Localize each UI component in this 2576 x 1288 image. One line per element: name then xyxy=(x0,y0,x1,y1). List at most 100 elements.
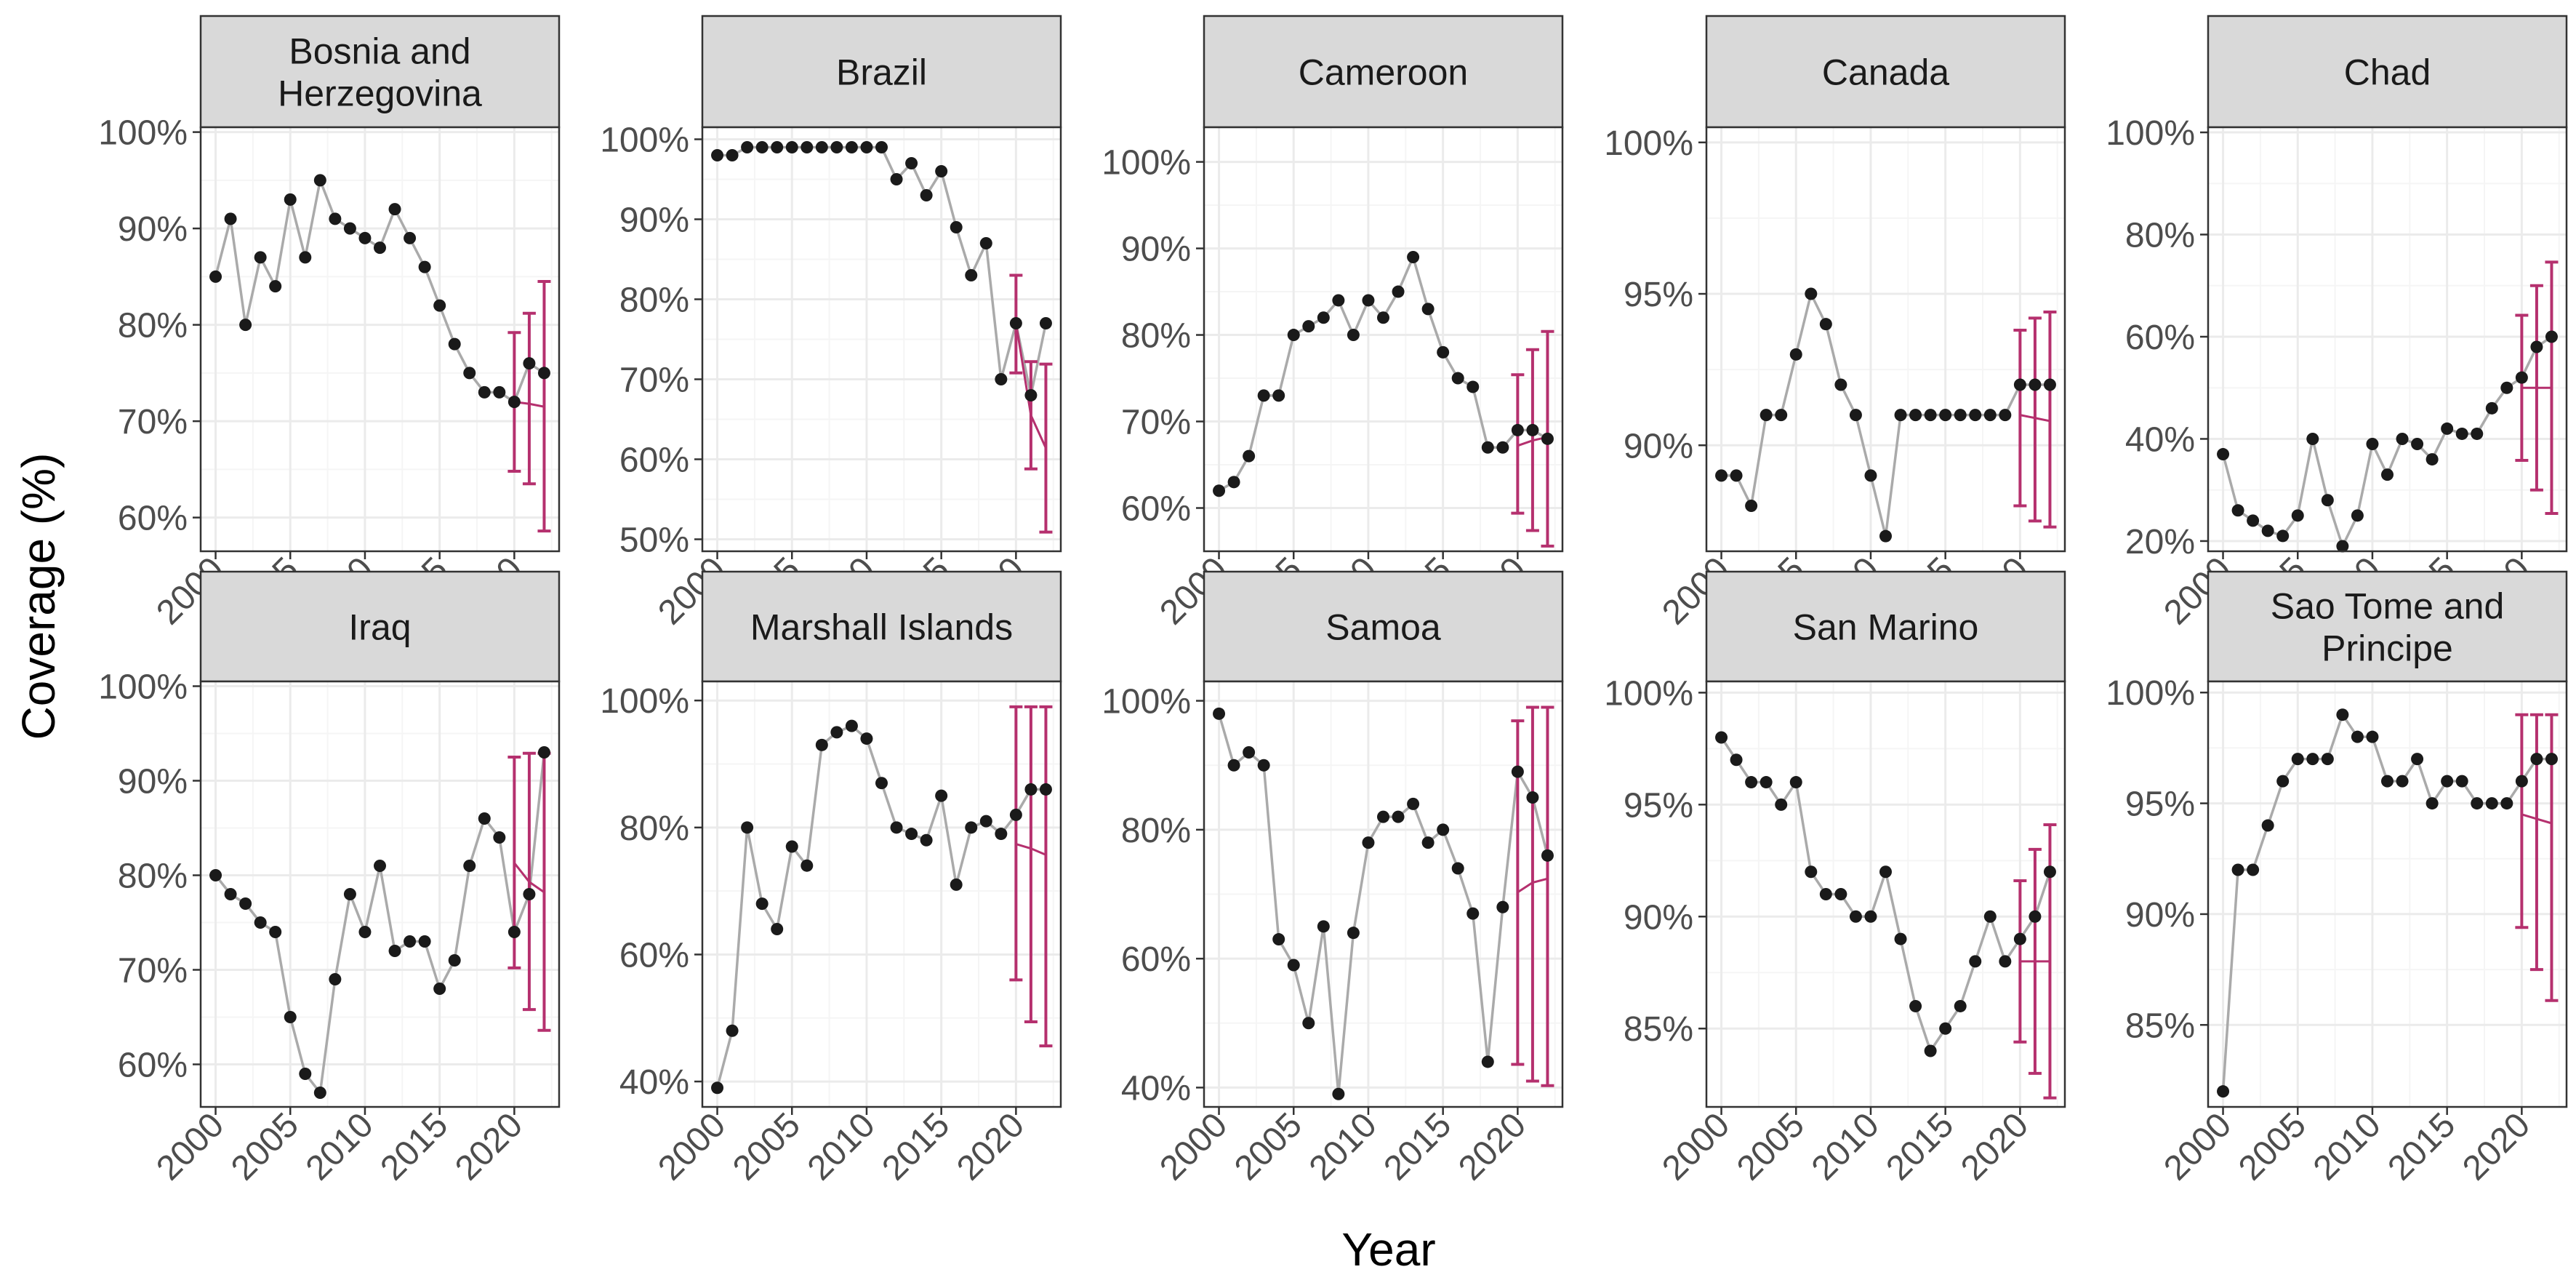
data-point xyxy=(860,732,873,745)
y-tick-label: 100% xyxy=(2106,674,2195,713)
panel-border xyxy=(199,126,561,553)
data-point xyxy=(1347,927,1360,940)
y-tick-label: 85% xyxy=(1624,1010,1693,1049)
projection-error-bar xyxy=(2028,847,2042,1075)
y-tick-label: 50% xyxy=(619,521,689,560)
data-point xyxy=(1864,469,1877,482)
y-tick-label: 95% xyxy=(1624,786,1693,825)
data-point xyxy=(2336,540,2349,553)
facet-strip xyxy=(199,15,561,129)
data-point xyxy=(1392,810,1405,823)
facet-title: Chad xyxy=(2344,52,2431,93)
plot-background xyxy=(201,127,559,551)
data-point xyxy=(2351,509,2364,522)
data-point xyxy=(741,141,754,153)
data-point xyxy=(209,869,222,881)
data-point xyxy=(284,193,297,206)
data-point xyxy=(2231,504,2244,517)
data-point xyxy=(1999,409,2012,422)
projection-error-bar xyxy=(1525,348,1539,532)
x-tick-label: 2020 xyxy=(448,1105,530,1188)
data-point xyxy=(448,337,461,351)
data-point xyxy=(830,726,843,739)
y-tick-label: 60% xyxy=(619,441,689,480)
x-tick-label: 2005 xyxy=(2231,1105,2314,1188)
data-point xyxy=(1302,1017,1315,1030)
panel-border xyxy=(1705,680,2066,1108)
x-tick-label: 2015 xyxy=(1879,1105,1961,1188)
data-point xyxy=(890,173,903,185)
x-tick-label: 2000 xyxy=(651,1105,733,1188)
data-point xyxy=(1332,1087,1345,1100)
y-tick-label: 70% xyxy=(118,952,188,991)
data-point xyxy=(1407,250,1420,263)
data-point xyxy=(2306,753,2319,766)
data-point xyxy=(404,935,417,948)
data-point xyxy=(1451,862,1464,875)
projection-error-bar xyxy=(2545,260,2559,516)
data-point xyxy=(2530,753,2543,766)
data-point xyxy=(239,319,252,332)
data-point xyxy=(537,746,550,759)
data-point xyxy=(358,926,372,938)
projection-error-bar xyxy=(2515,713,2529,929)
data-point xyxy=(1213,484,1226,497)
data-point xyxy=(1437,345,1450,359)
data-point xyxy=(1954,409,1967,422)
panel-border xyxy=(1203,126,1564,553)
data-point xyxy=(1541,432,1554,445)
y-tick-label: 70% xyxy=(1121,404,1191,442)
data-point xyxy=(2471,427,2484,440)
panel-border xyxy=(199,680,561,1108)
data-point xyxy=(935,789,948,802)
data-point xyxy=(755,897,769,911)
y-tick-label: 90% xyxy=(1121,231,1191,269)
data-point xyxy=(1969,955,1982,968)
data-point xyxy=(1715,469,1728,482)
data-point xyxy=(1496,441,1509,454)
x-tick-label: 2010 xyxy=(299,1105,381,1188)
y-tick-label: 80% xyxy=(619,281,689,320)
projection-error-bar xyxy=(1009,705,1023,982)
data-point xyxy=(523,357,536,370)
projection-error-bar xyxy=(2043,311,2057,529)
data-point xyxy=(1760,776,1773,789)
y-tick-label: 80% xyxy=(118,857,188,896)
y-tick-label: 90% xyxy=(2125,896,2195,935)
data-point xyxy=(478,385,491,399)
data-point xyxy=(1437,823,1450,836)
data-point xyxy=(845,719,858,732)
data-point xyxy=(815,738,828,751)
data-point xyxy=(1511,423,1524,436)
plot-background xyxy=(2208,127,2567,551)
y-tick-label: 100% xyxy=(1604,674,1693,713)
data-point xyxy=(1983,910,1997,923)
y-tick-label: 85% xyxy=(2125,1007,2195,1045)
y-tick-label: 60% xyxy=(619,936,689,975)
facet-title: Sao Tome and xyxy=(2271,586,2505,627)
y-tick-label: 100% xyxy=(600,121,689,160)
facet-strip xyxy=(1705,570,2066,683)
data-point xyxy=(1039,783,1052,796)
data-point xyxy=(2291,753,2304,766)
data-point xyxy=(1924,409,1937,422)
facet-title: Herzegovina xyxy=(278,73,482,114)
panel-border xyxy=(2207,680,2568,1108)
y-tick-label: 100% xyxy=(1102,144,1191,183)
data-point xyxy=(785,141,798,153)
data-point xyxy=(979,237,992,249)
x-tick-label: 2015 xyxy=(875,1105,957,1188)
data-point xyxy=(2306,432,2319,445)
x-tick-label: 2005 xyxy=(1227,1105,1309,1188)
x-tick-label: 2020 xyxy=(1451,1105,1533,1188)
facet-strip xyxy=(199,570,561,683)
projection-error-bar xyxy=(1511,373,1525,515)
projection-error-bar xyxy=(1024,360,1038,471)
plot-background xyxy=(1706,681,2065,1107)
data-point xyxy=(1819,318,1832,331)
data-point xyxy=(299,251,312,264)
facet-title: Canada xyxy=(1822,52,1949,93)
